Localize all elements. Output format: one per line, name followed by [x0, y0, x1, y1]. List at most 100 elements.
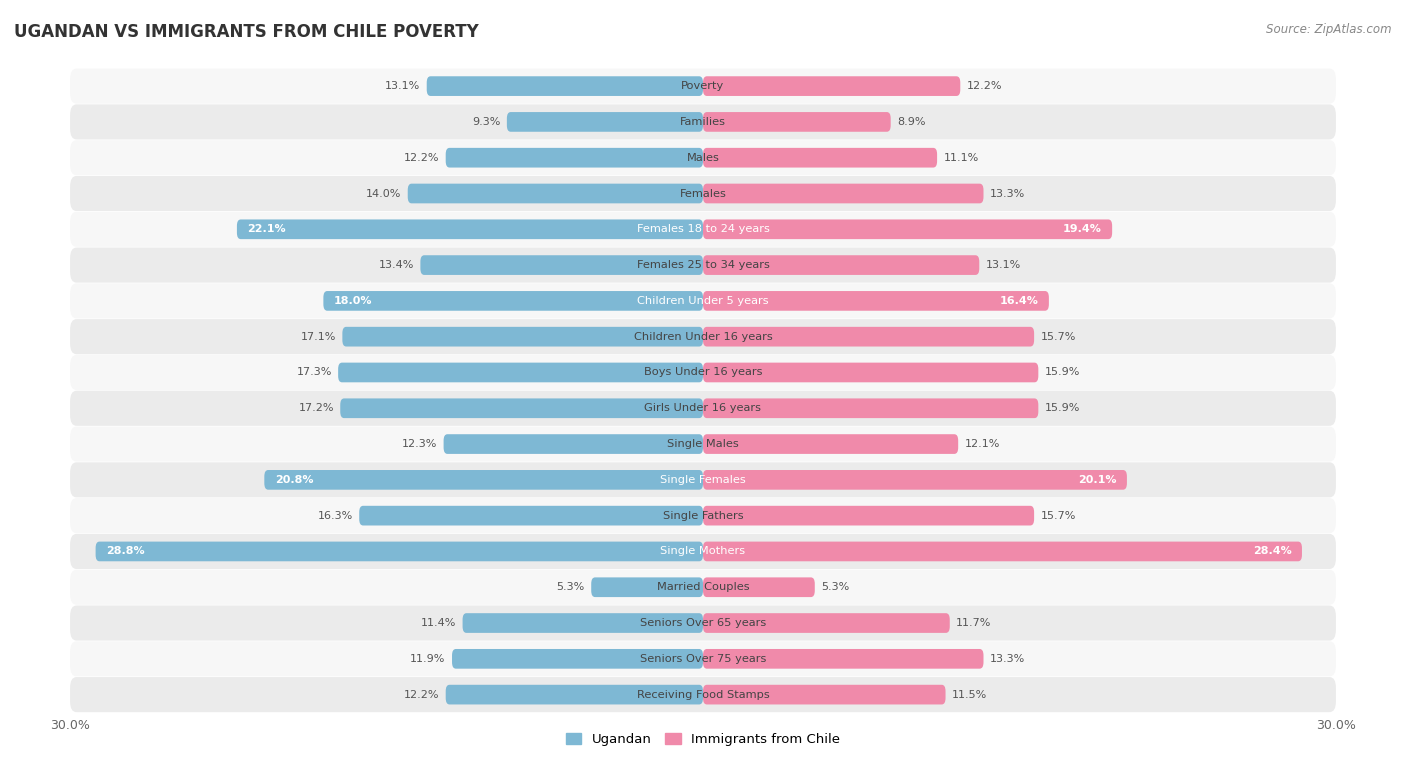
FancyBboxPatch shape — [70, 283, 1336, 318]
FancyBboxPatch shape — [70, 641, 1336, 676]
Text: 9.3%: 9.3% — [472, 117, 501, 127]
FancyBboxPatch shape — [70, 105, 1336, 139]
Text: 20.8%: 20.8% — [276, 475, 314, 485]
Text: 13.1%: 13.1% — [986, 260, 1021, 270]
Text: 5.3%: 5.3% — [557, 582, 585, 592]
FancyBboxPatch shape — [703, 613, 950, 633]
Text: 12.2%: 12.2% — [404, 152, 439, 163]
Text: 13.3%: 13.3% — [990, 189, 1025, 199]
FancyBboxPatch shape — [703, 362, 1039, 382]
FancyBboxPatch shape — [703, 470, 1128, 490]
Text: 20.1%: 20.1% — [1078, 475, 1116, 485]
Text: 12.2%: 12.2% — [967, 81, 1002, 91]
FancyBboxPatch shape — [70, 534, 1336, 569]
Text: Receiving Food Stamps: Receiving Food Stamps — [637, 690, 769, 700]
Text: 17.2%: 17.2% — [298, 403, 335, 413]
FancyBboxPatch shape — [703, 183, 984, 203]
Text: 13.1%: 13.1% — [385, 81, 420, 91]
FancyBboxPatch shape — [343, 327, 703, 346]
Text: Seniors Over 75 years: Seniors Over 75 years — [640, 654, 766, 664]
Text: 15.9%: 15.9% — [1045, 403, 1080, 413]
FancyBboxPatch shape — [408, 183, 703, 203]
Text: 8.9%: 8.9% — [897, 117, 925, 127]
FancyBboxPatch shape — [420, 255, 703, 275]
FancyBboxPatch shape — [446, 148, 703, 168]
Text: Families: Families — [681, 117, 725, 127]
Text: 12.2%: 12.2% — [404, 690, 439, 700]
Text: Females: Females — [679, 189, 727, 199]
FancyBboxPatch shape — [96, 542, 703, 561]
FancyBboxPatch shape — [703, 77, 960, 96]
FancyBboxPatch shape — [337, 362, 703, 382]
FancyBboxPatch shape — [703, 649, 984, 669]
Text: Children Under 5 years: Children Under 5 years — [637, 296, 769, 306]
Text: 22.1%: 22.1% — [247, 224, 285, 234]
Text: 13.3%: 13.3% — [990, 654, 1025, 664]
Text: 15.9%: 15.9% — [1045, 368, 1080, 377]
Text: Seniors Over 65 years: Seniors Over 65 years — [640, 618, 766, 628]
Text: 16.3%: 16.3% — [318, 511, 353, 521]
FancyBboxPatch shape — [463, 613, 703, 633]
FancyBboxPatch shape — [70, 248, 1336, 283]
FancyBboxPatch shape — [70, 68, 1336, 104]
Text: Boys Under 16 years: Boys Under 16 years — [644, 368, 762, 377]
Text: Females 18 to 24 years: Females 18 to 24 years — [637, 224, 769, 234]
FancyBboxPatch shape — [703, 684, 945, 704]
FancyBboxPatch shape — [70, 390, 1336, 426]
FancyBboxPatch shape — [70, 462, 1336, 497]
Text: 18.0%: 18.0% — [335, 296, 373, 306]
Text: 14.0%: 14.0% — [366, 189, 402, 199]
FancyBboxPatch shape — [703, 434, 959, 454]
FancyBboxPatch shape — [703, 578, 815, 597]
FancyBboxPatch shape — [236, 220, 703, 239]
Text: 5.3%: 5.3% — [821, 582, 849, 592]
FancyBboxPatch shape — [446, 684, 703, 704]
FancyBboxPatch shape — [591, 578, 703, 597]
FancyBboxPatch shape — [444, 434, 703, 454]
FancyBboxPatch shape — [70, 677, 1336, 713]
Text: Single Males: Single Males — [666, 439, 740, 449]
Text: 11.7%: 11.7% — [956, 618, 991, 628]
Text: Single Fathers: Single Fathers — [662, 511, 744, 521]
Text: Girls Under 16 years: Girls Under 16 years — [644, 403, 762, 413]
Text: Children Under 16 years: Children Under 16 years — [634, 332, 772, 342]
Text: UGANDAN VS IMMIGRANTS FROM CHILE POVERTY: UGANDAN VS IMMIGRANTS FROM CHILE POVERTY — [14, 23, 479, 41]
Text: 17.3%: 17.3% — [297, 368, 332, 377]
FancyBboxPatch shape — [703, 291, 1049, 311]
Text: 13.4%: 13.4% — [378, 260, 415, 270]
FancyBboxPatch shape — [340, 399, 703, 418]
FancyBboxPatch shape — [70, 319, 1336, 354]
FancyBboxPatch shape — [70, 498, 1336, 533]
FancyBboxPatch shape — [427, 77, 703, 96]
Legend: Ugandan, Immigrants from Chile: Ugandan, Immigrants from Chile — [561, 728, 845, 751]
Text: 12.1%: 12.1% — [965, 439, 1000, 449]
FancyBboxPatch shape — [703, 112, 891, 132]
FancyBboxPatch shape — [453, 649, 703, 669]
FancyBboxPatch shape — [508, 112, 703, 132]
FancyBboxPatch shape — [703, 506, 1035, 525]
FancyBboxPatch shape — [323, 291, 703, 311]
Text: 11.9%: 11.9% — [411, 654, 446, 664]
Text: Single Females: Single Females — [661, 475, 745, 485]
Text: 19.4%: 19.4% — [1063, 224, 1102, 234]
Text: 11.5%: 11.5% — [952, 690, 987, 700]
Text: Married Couples: Married Couples — [657, 582, 749, 592]
FancyBboxPatch shape — [703, 148, 936, 168]
Text: Poverty: Poverty — [682, 81, 724, 91]
Text: Males: Males — [686, 152, 720, 163]
FancyBboxPatch shape — [703, 327, 1035, 346]
Text: 17.1%: 17.1% — [301, 332, 336, 342]
FancyBboxPatch shape — [703, 399, 1039, 418]
Text: 15.7%: 15.7% — [1040, 332, 1076, 342]
Text: 12.3%: 12.3% — [402, 439, 437, 449]
FancyBboxPatch shape — [70, 140, 1336, 175]
FancyBboxPatch shape — [70, 355, 1336, 390]
Text: Females 25 to 34 years: Females 25 to 34 years — [637, 260, 769, 270]
Text: Source: ZipAtlas.com: Source: ZipAtlas.com — [1267, 23, 1392, 36]
FancyBboxPatch shape — [70, 176, 1336, 211]
FancyBboxPatch shape — [703, 255, 979, 275]
FancyBboxPatch shape — [70, 427, 1336, 462]
FancyBboxPatch shape — [70, 606, 1336, 641]
FancyBboxPatch shape — [264, 470, 703, 490]
FancyBboxPatch shape — [360, 506, 703, 525]
